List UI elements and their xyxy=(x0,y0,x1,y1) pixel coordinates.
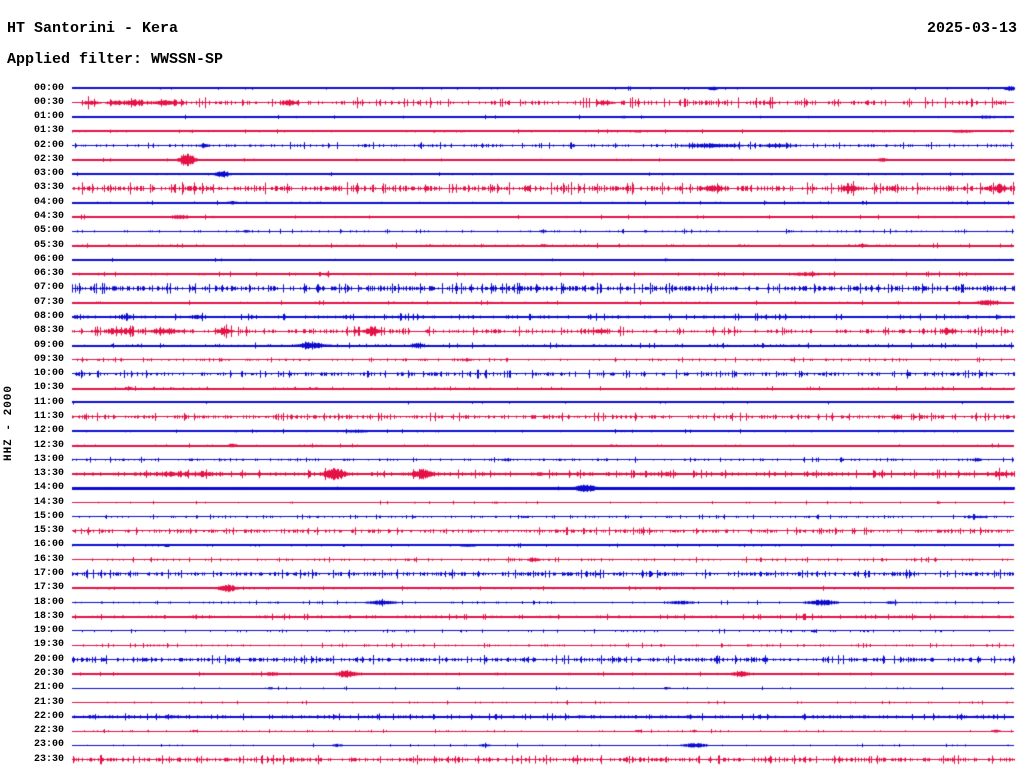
time-label-0930: 09:30 xyxy=(33,353,64,365)
time-label-1500: 15:00 xyxy=(33,510,64,522)
time-label-1030: 10:30 xyxy=(33,382,64,394)
time-label-1830: 18:30 xyxy=(33,610,64,622)
time-label-1900: 19:00 xyxy=(33,625,64,637)
time-label-1230: 12:30 xyxy=(33,439,64,451)
time-label-1530: 15:30 xyxy=(33,525,64,537)
time-label-1930: 19:30 xyxy=(33,639,64,651)
time-label-1430: 14:30 xyxy=(33,496,64,508)
time-label-2100: 21:00 xyxy=(33,682,64,694)
plot-date: 2025-03-13 xyxy=(926,20,1017,37)
time-label-2330: 23:30 xyxy=(33,753,64,765)
time-label-0500: 05:00 xyxy=(33,225,64,237)
time-label-0100: 01:00 xyxy=(33,111,64,123)
time-label-0700: 07:00 xyxy=(33,282,64,294)
time-label-0830: 08:30 xyxy=(33,325,64,337)
time-label-0300: 03:00 xyxy=(33,168,64,180)
time-label-1100: 11:00 xyxy=(33,396,64,408)
time-label-1800: 18:00 xyxy=(33,596,64,608)
time-label-0200: 02:00 xyxy=(33,139,64,151)
station-title: HT Santorini - Kera xyxy=(7,20,179,37)
time-label-0330: 03:30 xyxy=(33,182,64,194)
time-label-0900: 09:00 xyxy=(33,339,64,351)
time-label-1130: 11:30 xyxy=(33,410,64,422)
time-label-0730: 07:30 xyxy=(33,296,64,308)
y-axis-channel-label: HHZ - 2000 xyxy=(3,385,15,462)
time-label-1630: 16:30 xyxy=(33,553,64,565)
time-label-0600: 06:00 xyxy=(33,253,64,265)
applied-filter-label: Applied filter: WWSSN-SP xyxy=(7,51,224,68)
time-label-1400: 14:00 xyxy=(33,482,64,494)
time-label-1200: 12:00 xyxy=(33,425,64,437)
time-label-2000: 20:00 xyxy=(33,653,64,665)
time-label-0430: 04:30 xyxy=(33,211,64,223)
time-label-1700: 17:00 xyxy=(33,568,64,580)
time-label-1000: 10:00 xyxy=(33,368,64,380)
time-label-1300: 13:00 xyxy=(33,453,64,465)
time-label-1600: 16:00 xyxy=(33,539,64,551)
time-label-0230: 02:30 xyxy=(33,153,64,165)
time-label-0000: 00:00 xyxy=(33,82,64,94)
time-label-1730: 17:30 xyxy=(33,582,64,594)
time-label-0030: 00:30 xyxy=(33,96,64,108)
time-label-0400: 04:00 xyxy=(33,196,64,208)
time-label-0630: 06:30 xyxy=(33,268,64,280)
time-label-2200: 22:00 xyxy=(33,710,64,722)
time-label-2300: 23:00 xyxy=(33,739,64,751)
time-label-1330: 13:30 xyxy=(33,468,64,480)
time-label-0130: 01:30 xyxy=(33,125,64,137)
time-label-2230: 22:30 xyxy=(33,725,64,737)
time-label-0530: 05:30 xyxy=(33,239,64,251)
time-label-0800: 08:00 xyxy=(33,310,64,322)
time-label-2030: 20:30 xyxy=(33,667,64,679)
time-label-2130: 21:30 xyxy=(33,696,64,708)
